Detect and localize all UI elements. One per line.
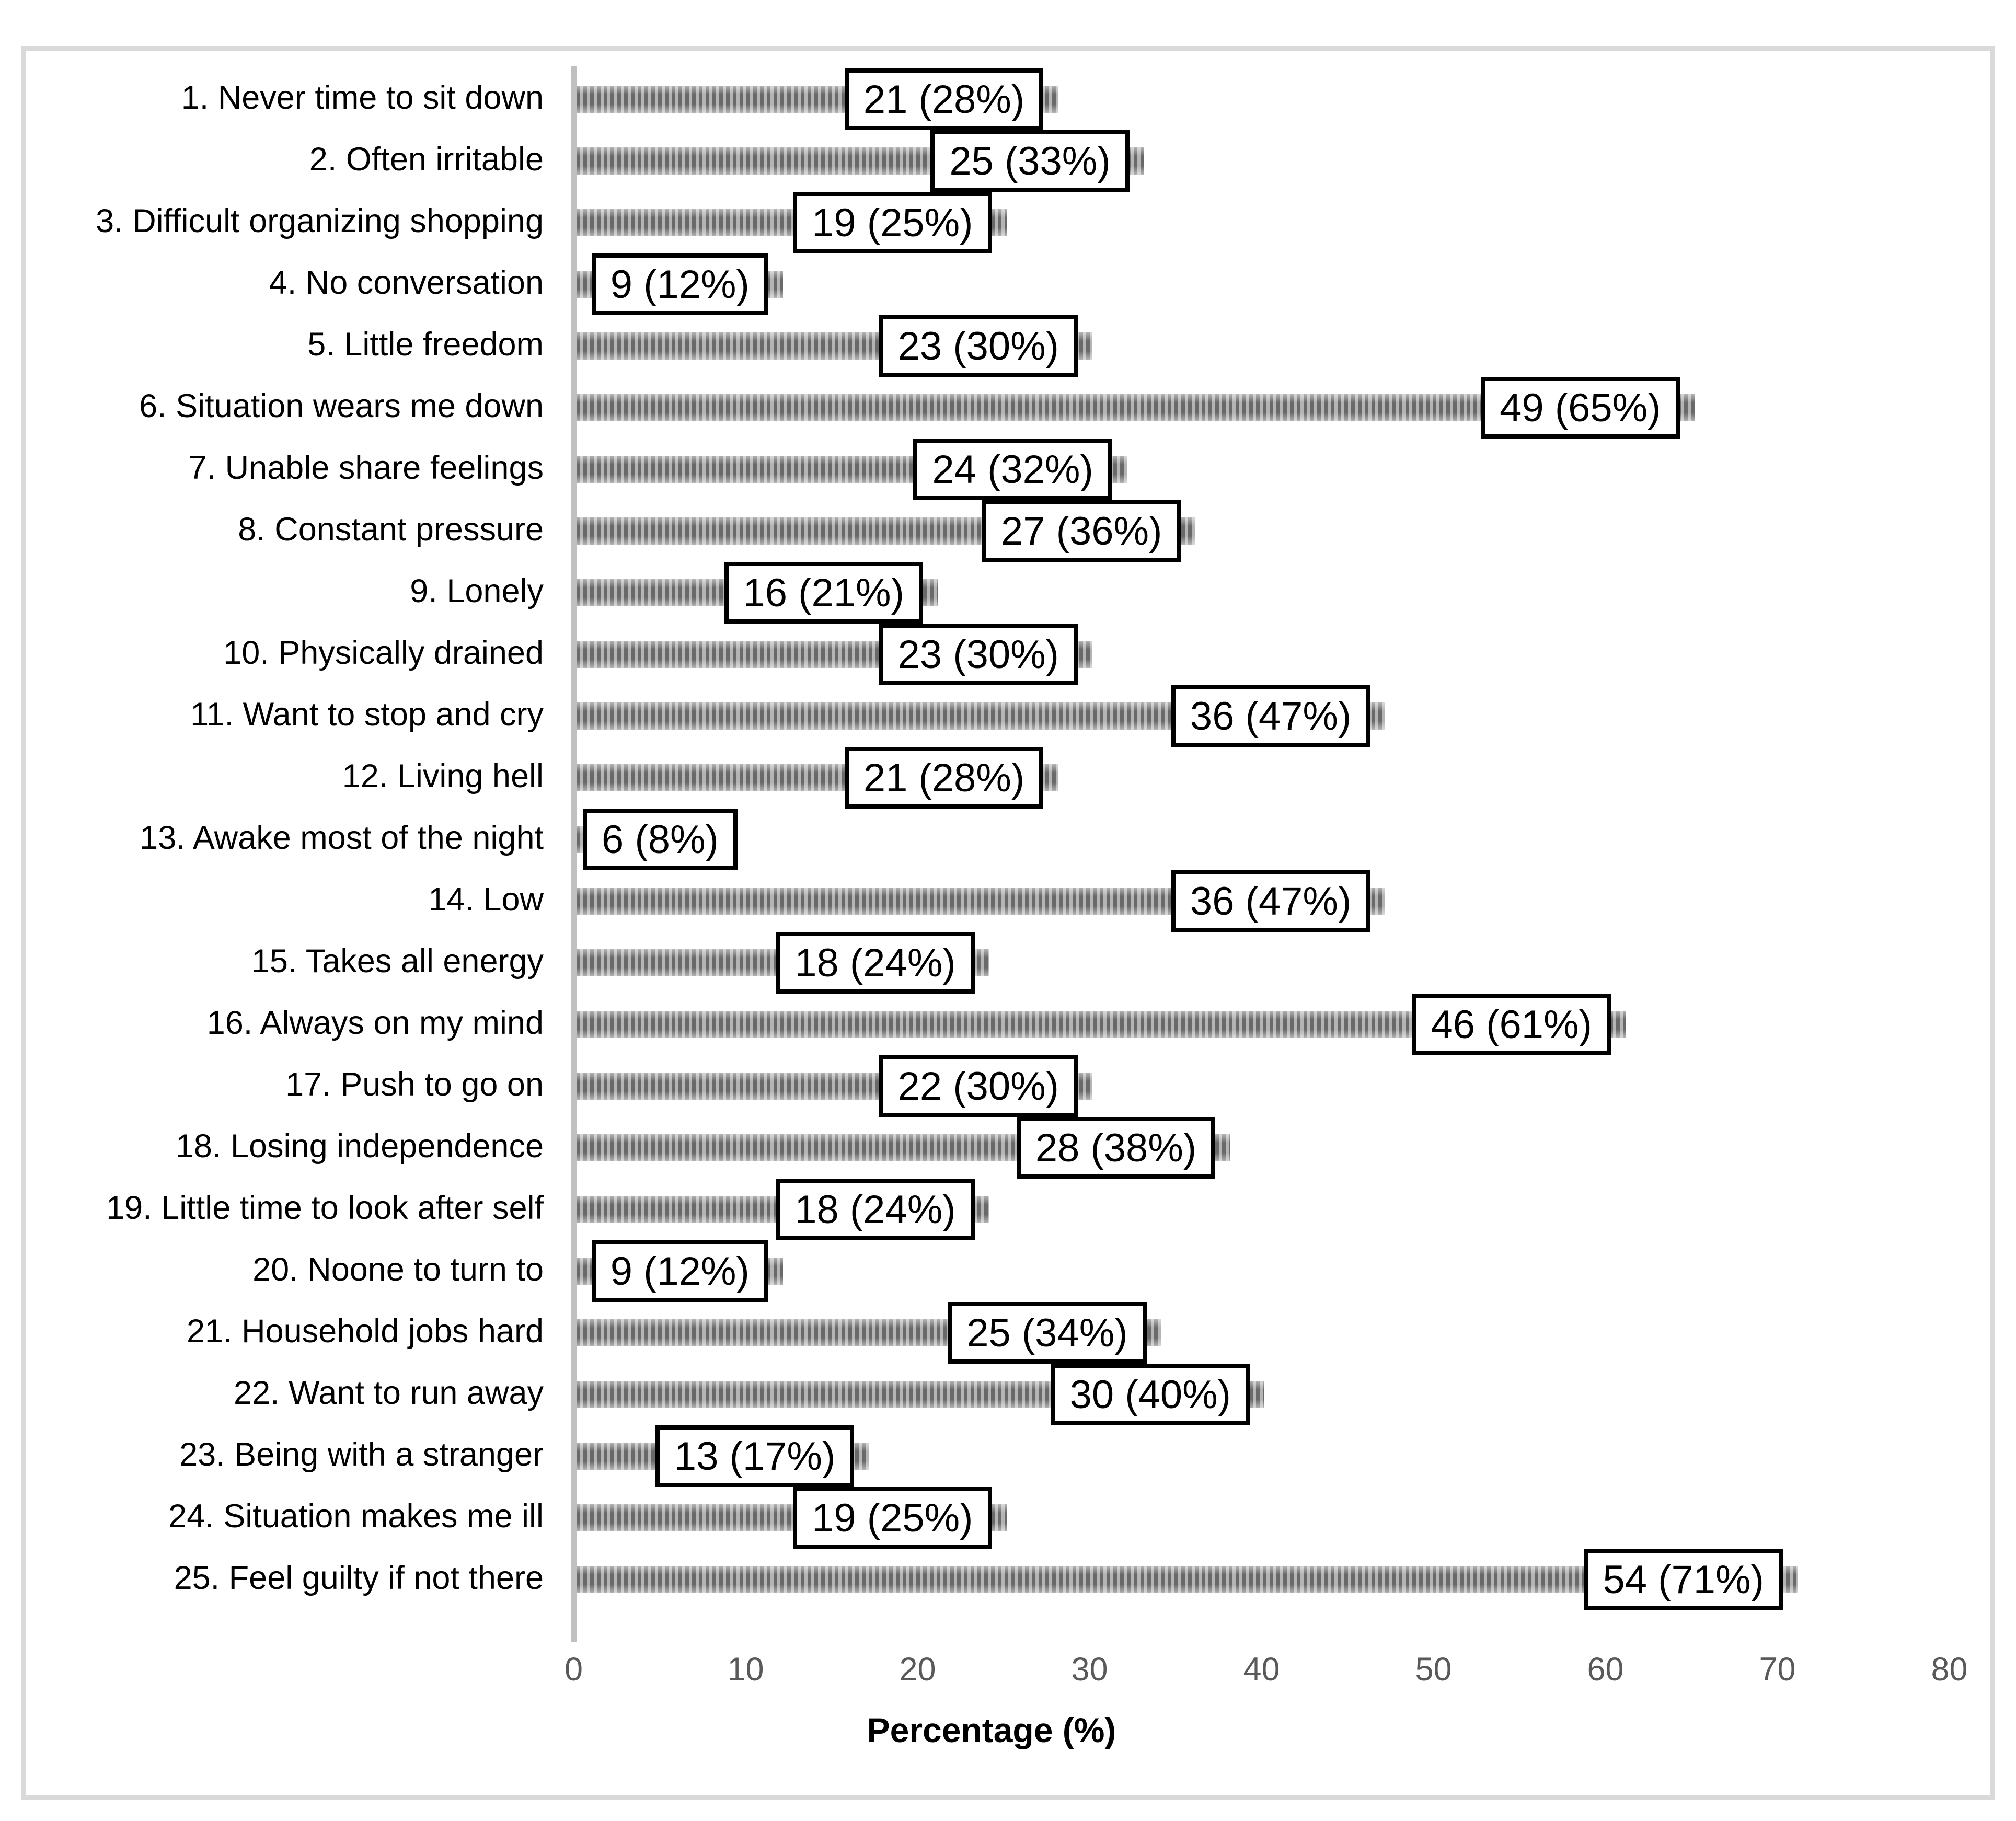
y-axis-line [571, 66, 577, 1642]
data-label-24: 19 (25%) [793, 1487, 992, 1549]
data-label-17: 22 (30%) [879, 1055, 1078, 1117]
category-label-4: 4. No conversation [269, 264, 544, 301]
data-label-4: 9 (12%) [591, 253, 768, 315]
category-label-6: 6. Situation wears me down [139, 388, 544, 424]
data-label-21: 25 (34%) [948, 1302, 1147, 1364]
data-label-10: 23 (30%) [879, 624, 1078, 685]
x-tick-10: 10 [727, 1651, 764, 1688]
category-label-9: 9. Lonely [410, 573, 544, 609]
category-label-16: 16. Always on my mind [206, 1005, 544, 1041]
data-label-2: 25 (33%) [930, 130, 1130, 192]
x-tick-80: 80 [1931, 1651, 1968, 1688]
category-label-3: 3. Difficult organizing shopping [96, 203, 544, 239]
data-label-8: 27 (36%) [982, 500, 1181, 562]
chart-border [21, 46, 1995, 1800]
data-label-15: 18 (24%) [776, 932, 975, 994]
category-label-19: 19. Little time to look after self [106, 1190, 544, 1226]
data-label-23: 13 (17%) [655, 1425, 855, 1487]
x-axis-title: Percentage (%) [867, 1711, 1116, 1749]
data-label-1: 21 (28%) [844, 68, 1044, 130]
category-label-15: 15. Takes all energy [251, 943, 544, 979]
data-label-5: 23 (30%) [879, 315, 1078, 377]
x-tick-30: 30 [1071, 1651, 1108, 1688]
data-label-14: 36 (47%) [1171, 870, 1370, 932]
category-label-10: 10. Physically drained [223, 635, 544, 671]
x-tick-70: 70 [1759, 1651, 1796, 1688]
x-tick-60: 60 [1587, 1651, 1624, 1688]
data-label-11: 36 (47%) [1171, 685, 1370, 747]
x-tick-50: 50 [1415, 1651, 1452, 1688]
data-label-9: 16 (21%) [724, 562, 923, 624]
data-label-3: 19 (25%) [793, 192, 992, 253]
data-label-20: 9 (12%) [591, 1240, 768, 1302]
category-label-24: 24. Situation makes me ill [168, 1498, 544, 1535]
data-label-22: 30 (40%) [1051, 1364, 1250, 1425]
category-label-12: 12. Living hell [342, 758, 544, 794]
category-label-2: 2. Often irritable [309, 141, 544, 178]
data-label-13: 6 (8%) [583, 809, 738, 870]
category-label-7: 7. Unable share feelings [188, 450, 544, 486]
data-label-12: 21 (28%) [844, 747, 1044, 809]
data-label-18: 28 (38%) [1016, 1117, 1216, 1179]
category-label-13: 13. Awake most of the night [140, 820, 544, 856]
category-label-5: 5. Little freedom [307, 326, 544, 363]
category-label-20: 20. Noone to turn to [252, 1251, 544, 1288]
x-tick-0: 0 [564, 1651, 583, 1688]
category-label-21: 21. Household jobs hard [187, 1313, 544, 1350]
x-tick-20: 20 [899, 1651, 936, 1688]
category-label-18: 18. Losing independence [175, 1128, 544, 1165]
category-label-14: 14. Low [428, 881, 544, 918]
data-label-6: 49 (65%) [1481, 377, 1680, 439]
category-label-23: 23. Being with a stranger [179, 1436, 544, 1473]
data-label-16: 46 (61%) [1412, 994, 1611, 1055]
x-tick-40: 40 [1243, 1651, 1280, 1688]
category-label-25: 25. Feel guilty if not there [174, 1560, 544, 1596]
category-label-22: 22. Want to run away [234, 1375, 544, 1411]
data-label-19: 18 (24%) [776, 1179, 975, 1240]
data-label-7: 24 (32%) [913, 439, 1112, 500]
category-label-1: 1. Never time to sit down [181, 79, 544, 116]
data-label-25: 54 (71%) [1584, 1549, 1783, 1610]
category-label-8: 8. Constant pressure [238, 511, 544, 548]
category-label-17: 17. Push to go on [285, 1066, 544, 1103]
category-label-11: 11. Want to stop and cry [190, 696, 544, 733]
